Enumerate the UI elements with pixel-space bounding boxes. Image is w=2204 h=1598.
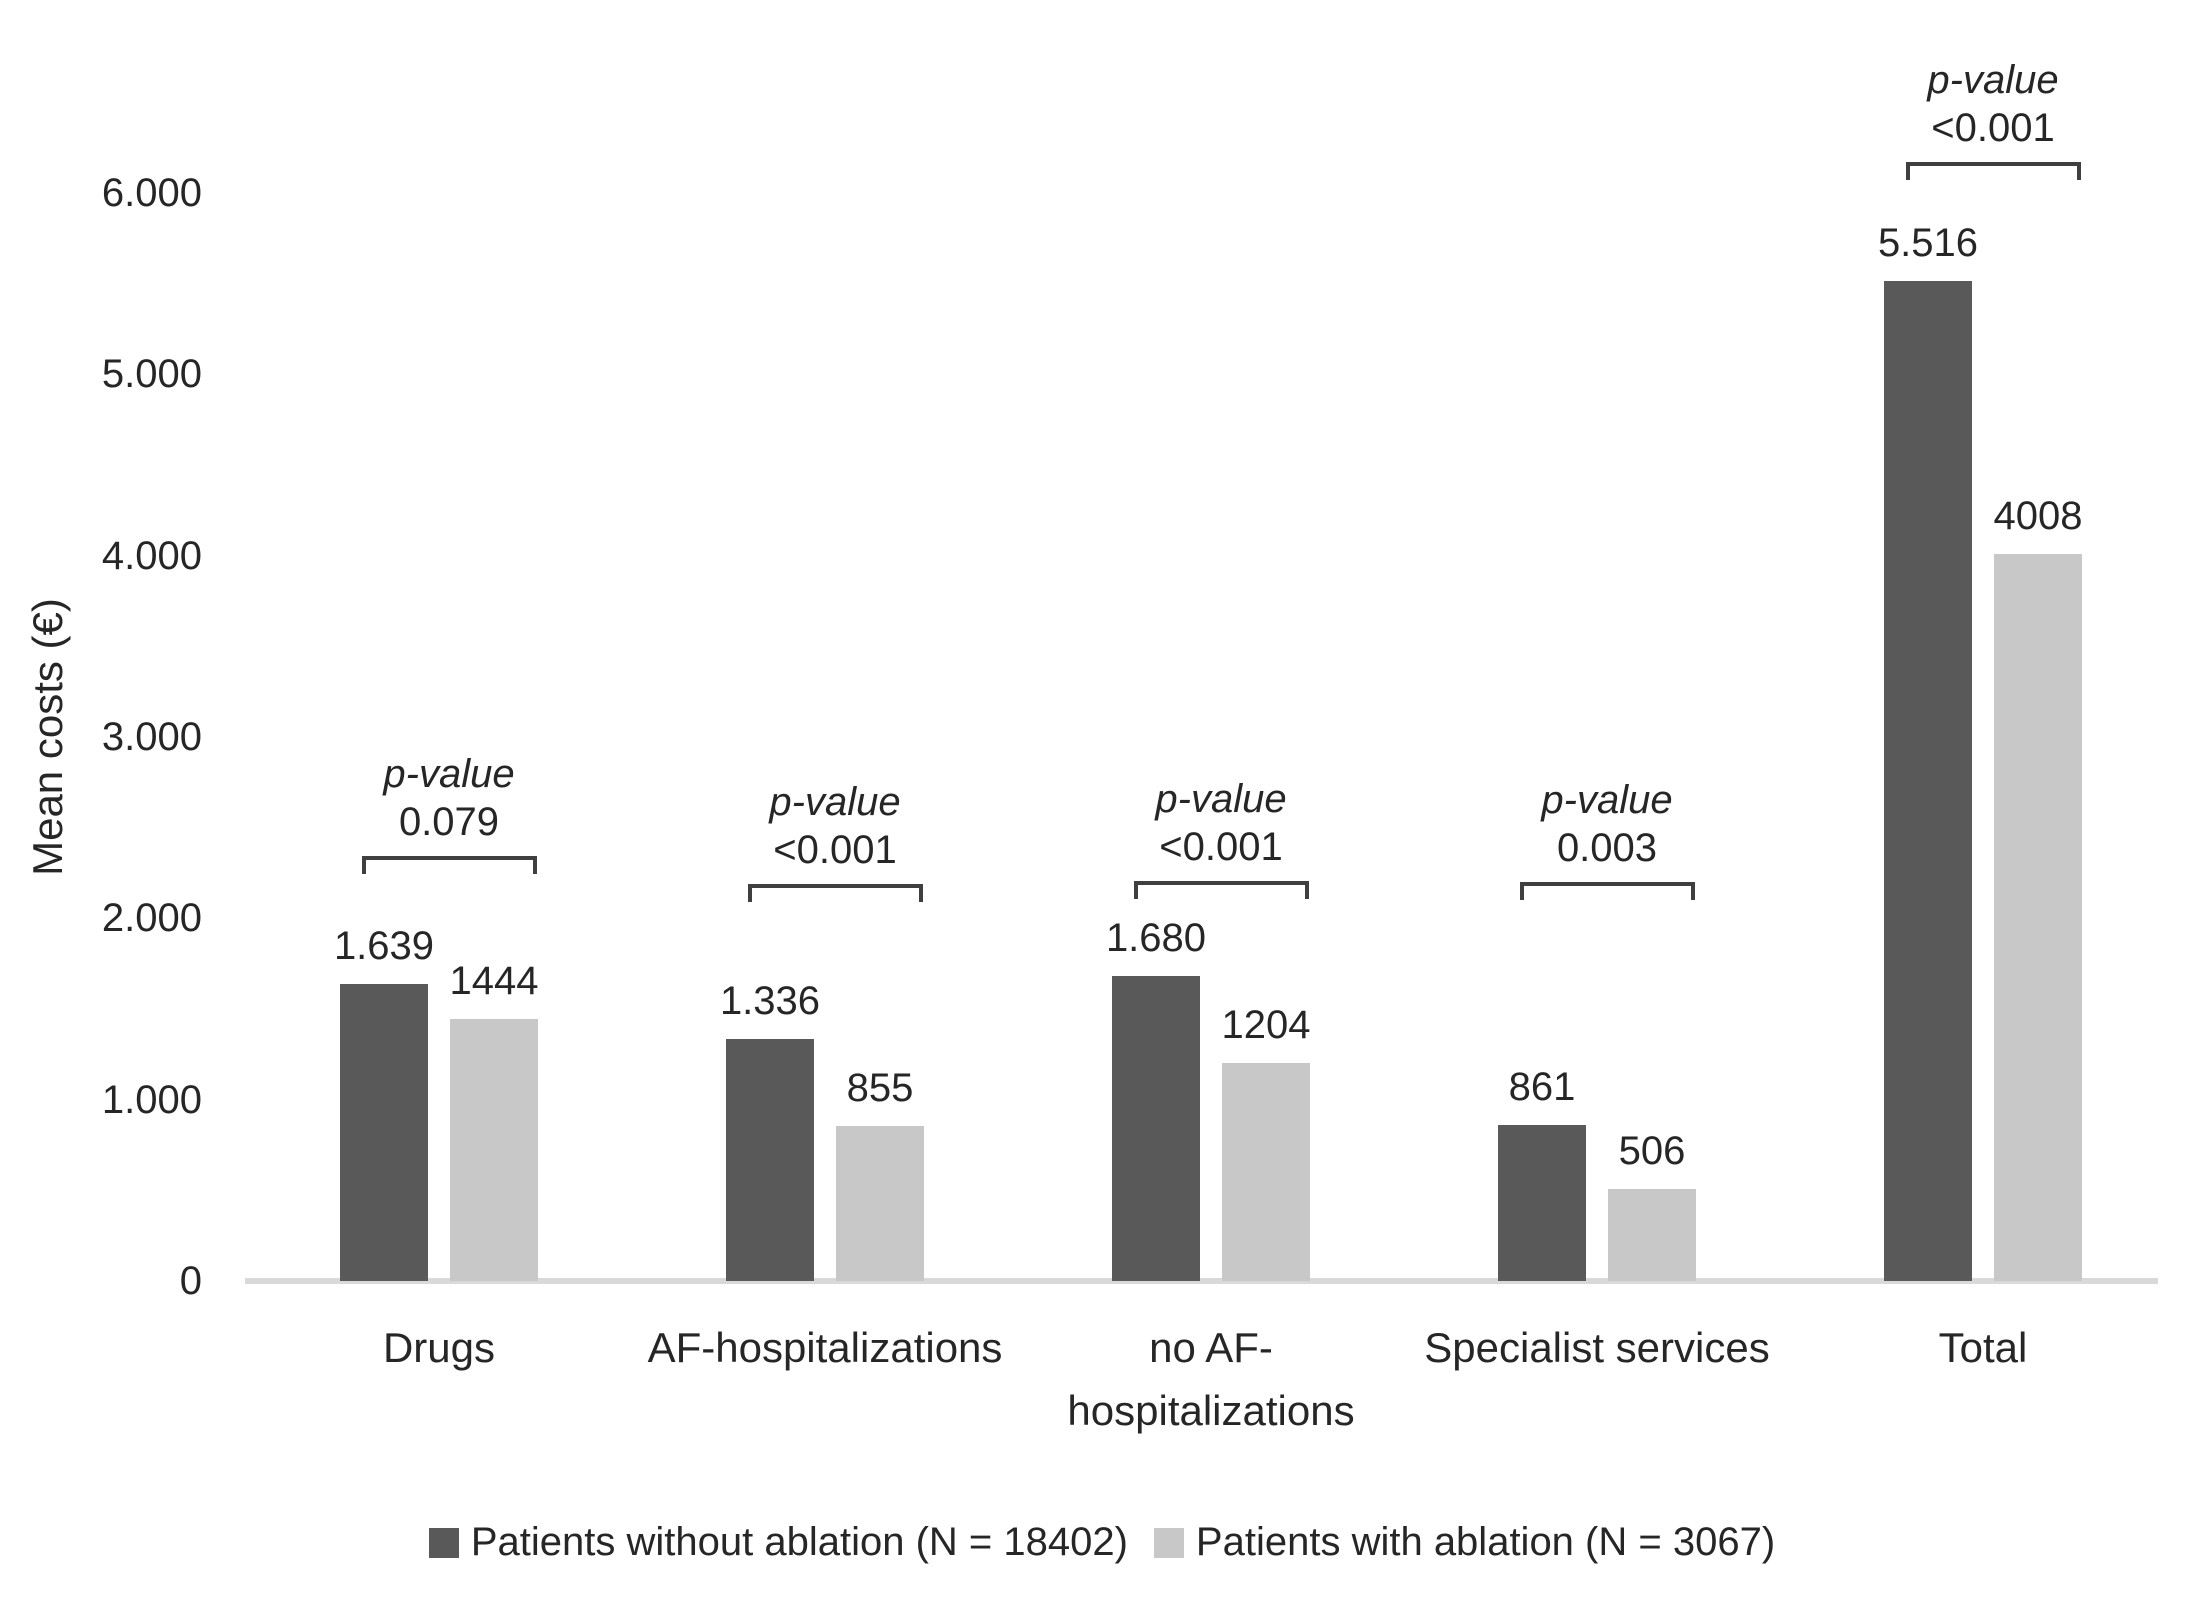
y-axis-tick-label: 0 [179, 1259, 202, 1303]
bar-without-ablation [726, 1038, 814, 1281]
p-value-annotation: p-value <0.001 [1793, 56, 2193, 152]
p-value-number: 0.079 [398, 800, 500, 844]
bar-value-label: 855 [846, 1065, 914, 1110]
significance-bracket [361, 856, 537, 874]
y-axis-tick-label: 1.000 [101, 1077, 202, 1122]
p-value-label: p-value [1541, 778, 1673, 822]
x-axis-label: no AF- hospitalizations [1067, 1324, 1355, 1434]
legend-swatch-without-ablation [428, 1527, 459, 1558]
y-axis-tick-label: 6.000 [101, 171, 202, 215]
bar-with-ablation [836, 1125, 924, 1281]
p-value-number: <0.001 [1159, 825, 1283, 869]
bar-without-ablation [340, 983, 428, 1281]
legend-item-with-ablation: Patients with ablation (N = 3067) [1153, 1520, 1776, 1565]
bar-value-label: 4008 [1993, 494, 2083, 539]
x-axis-label: Drugs [382, 1324, 496, 1371]
x-axis-line [245, 1278, 2158, 1284]
y-axis-tick-label: 3.000 [101, 715, 202, 759]
p-value-label: p-value [769, 780, 901, 824]
bar-without-ablation [1884, 280, 1972, 1281]
bar-value-label: 5.516 [1877, 220, 1979, 265]
p-value-annotation: p-value <0.001 [1021, 775, 1421, 871]
bar-value-label: 506 [1618, 1129, 1686, 1174]
legend-swatch-with-ablation [1153, 1527, 1184, 1558]
y-axis-tick-label: 5.000 [101, 352, 202, 397]
x-axis-label: Specialist services [1424, 1324, 1770, 1371]
x-axis-label: AF-hospitalizations [647, 1324, 1003, 1371]
y-axis-tick-label: 2.000 [101, 896, 202, 941]
legend-label-with-ablation: Patients with ablation (N = 3067) [1195, 1520, 1776, 1564]
bar-with-ablation [450, 1019, 538, 1281]
bar-value-label: 1.639 [333, 923, 435, 968]
bar-value-label: 1.336 [719, 978, 821, 1023]
p-value-number: 0.003 [1556, 826, 1658, 870]
legend-item-without-ablation: Patients without ablation (N = 18402) [428, 1520, 1128, 1565]
bar-value-label: 1444 [449, 959, 539, 1004]
p-value-number: <0.001 [773, 828, 897, 872]
p-value-annotation: p-value 0.003 [1407, 776, 1807, 872]
significance-bracket [1519, 882, 1695, 900]
y-axis-tick-label: 4.000 [101, 533, 202, 578]
bar-value-label: 1204 [1221, 1002, 1311, 1047]
bar-without-ablation [1112, 976, 1200, 1281]
bar-with-ablation [1608, 1189, 1696, 1281]
significance-bracket [1133, 881, 1309, 899]
x-axis-label: Total [1938, 1324, 2028, 1371]
legend: Patients without ablation (N = 18402) Pa… [0, 1520, 2204, 1565]
bar-with-ablation [1222, 1062, 1310, 1281]
bar-with-ablation [1994, 554, 2082, 1281]
p-value-label: p-value [1927, 58, 2059, 102]
p-value-annotation: p-value <0.001 [635, 778, 1035, 874]
legend-label-without-ablation: Patients without ablation (N = 18402) [470, 1520, 1128, 1564]
bar-value-label: 861 [1508, 1064, 1576, 1109]
bar-without-ablation [1498, 1124, 1586, 1281]
p-value-label: p-value [1155, 777, 1287, 821]
p-value-label: p-value [383, 752, 515, 796]
significance-bracket [1905, 162, 2081, 180]
significance-bracket [747, 884, 923, 902]
bar-value-label: 1.680 [1105, 916, 1207, 961]
p-value-number: <0.001 [1931, 106, 2055, 150]
p-value-annotation: p-value 0.079 [249, 750, 649, 846]
